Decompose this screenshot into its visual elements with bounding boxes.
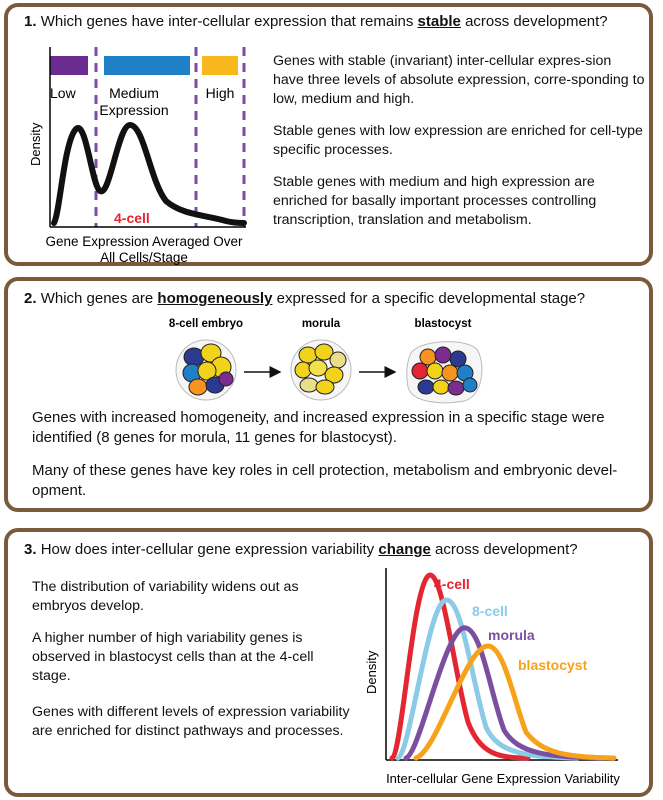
panel2-question-pre: Which genes are bbox=[40, 290, 158, 307]
panel3-paragraph: The distribution of variability widens o… bbox=[32, 579, 299, 614]
high-level-bar bbox=[202, 56, 238, 75]
stage-label-8cell: 8-cell embryo bbox=[169, 318, 243, 330]
panel1-paragraph: Stable genes with medium and high expres… bbox=[273, 174, 597, 228]
chart-x-axis-label: Inter-cellular Gene Expression Variabili… bbox=[386, 771, 620, 786]
panel-homogeneous-genes: 2. Which genes are homogeneously express… bbox=[4, 277, 653, 512]
density-curve bbox=[51, 121, 247, 226]
panel3-question-post: across development? bbox=[430, 541, 578, 558]
panel1-paragraph: Genes with stable (invariant) inter-cell… bbox=[273, 53, 645, 107]
density-axis-label: Density bbox=[28, 122, 43, 166]
panel3-question: 3. How does inter-cellular gene expressi… bbox=[24, 541, 578, 558]
chart-y-axis-label: Density bbox=[364, 650, 379, 694]
panel2-question: 2. Which genes are homogeneously express… bbox=[24, 290, 585, 307]
series-label-8cell: 8-cell bbox=[472, 603, 508, 619]
series-label-blastocyst: blastocyst bbox=[518, 657, 588, 673]
panel1-number: 1. bbox=[24, 13, 37, 30]
series-line-blastocyst bbox=[413, 643, 617, 761]
medium-label-line1: Medium bbox=[109, 85, 159, 101]
series-line-morula bbox=[403, 625, 606, 761]
panel2-keyword: homogeneously bbox=[157, 290, 273, 307]
stage-label-blastocyst: blastocyst bbox=[415, 318, 472, 330]
morula-embryo bbox=[290, 339, 352, 401]
expression-density-figure: Low Medium Expression High 4-cell Densit… bbox=[28, 47, 247, 265]
panel1-text: Genes with stable (invariant) inter-cell… bbox=[273, 52, 645, 243]
medium-level-bar bbox=[104, 56, 190, 75]
high-label: High bbox=[206, 85, 235, 101]
panel1-paragraph: Stable genes with low expression are enr… bbox=[273, 123, 643, 158]
panel1-question: 1. Which genes have inter-cellular expre… bbox=[24, 13, 608, 30]
panel2-paragraph: Genes with increased homogeneity, and in… bbox=[32, 409, 605, 446]
panel2-number: 2. bbox=[24, 290, 37, 307]
embryo-stages-figure: 8-cell embryo morula blast bbox=[169, 318, 483, 404]
panel3-paragraph: Genes with different levels of expressio… bbox=[32, 704, 350, 739]
blastocyst-embryo bbox=[406, 341, 483, 404]
low-level-bar bbox=[50, 56, 88, 75]
medium-label-line2: Expression bbox=[99, 102, 168, 118]
panel2-question-post: expressed for a specific developmental s… bbox=[272, 290, 586, 307]
panel3-text: The distribution of variability widens o… bbox=[32, 578, 352, 754]
stage-label-morula: morula bbox=[302, 318, 341, 330]
x-axis-label-line1: Gene Expression Averaged Over bbox=[45, 234, 243, 249]
panel2-text: Genes with increased homogeneity, and in… bbox=[32, 408, 636, 514]
panel3-paragraph: A higher number of high variability gene… bbox=[32, 630, 314, 684]
eight-cell-embryo bbox=[175, 339, 237, 401]
low-label: Low bbox=[50, 85, 77, 101]
stage-label-4cell: 4-cell bbox=[114, 210, 150, 226]
panel3-keyword: change bbox=[378, 541, 431, 558]
series-label-morula: morula bbox=[488, 627, 535, 643]
panel2-paragraph: Many of these genes have key roles in ce… bbox=[32, 462, 618, 499]
variability-density-chart: 4-cell 8-cell morula blastocyst Density … bbox=[364, 568, 620, 786]
panel-stable-genes: 1. Which genes have inter-cellular expre… bbox=[4, 3, 653, 266]
panel-variability-change: 3. How does inter-cellular gene expressi… bbox=[4, 528, 653, 797]
panel1-keyword: stable bbox=[417, 13, 461, 30]
panel1-question-post: across development? bbox=[460, 13, 608, 30]
panel3-number: 3. bbox=[24, 541, 37, 558]
x-axis-label-line2: All Cells/Stage bbox=[100, 250, 188, 265]
panel3-question-pre: How does inter-cellular gene expression … bbox=[40, 541, 379, 558]
panel1-question-pre: Which genes have inter-cellular expressi… bbox=[40, 13, 418, 30]
series-label-4cell: 4-cell bbox=[434, 576, 470, 592]
